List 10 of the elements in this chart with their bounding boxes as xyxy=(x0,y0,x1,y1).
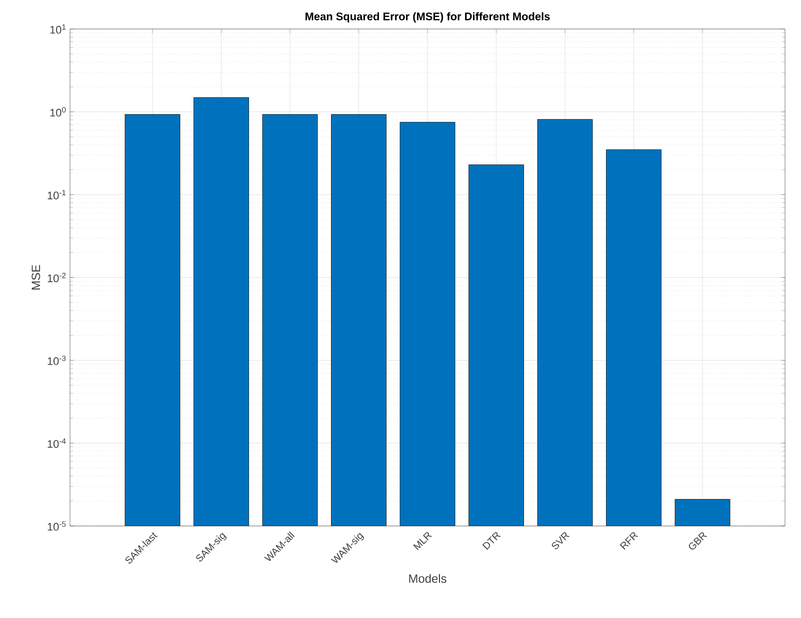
y-tick-label: 10$^{-5}$ xyxy=(48,521,66,531)
y-tick-label: 10$^{-2}$ xyxy=(48,272,66,282)
y-tick-label: 10$^{1}$ xyxy=(50,24,66,34)
chart-title: Mean Squared Error (MSE) for Different Models xyxy=(306,12,550,22)
y-tick-label: 10$^{-1}$ xyxy=(48,190,66,200)
y-tick-label: 10$^{0}$ xyxy=(50,107,66,117)
y-tick-label: 10$^{-4}$ xyxy=(48,438,66,448)
y-axis-title: MSE xyxy=(32,265,40,290)
x-axis-title: Models xyxy=(409,574,446,583)
y-tick-label: 10$^{-3}$ xyxy=(48,356,66,366)
